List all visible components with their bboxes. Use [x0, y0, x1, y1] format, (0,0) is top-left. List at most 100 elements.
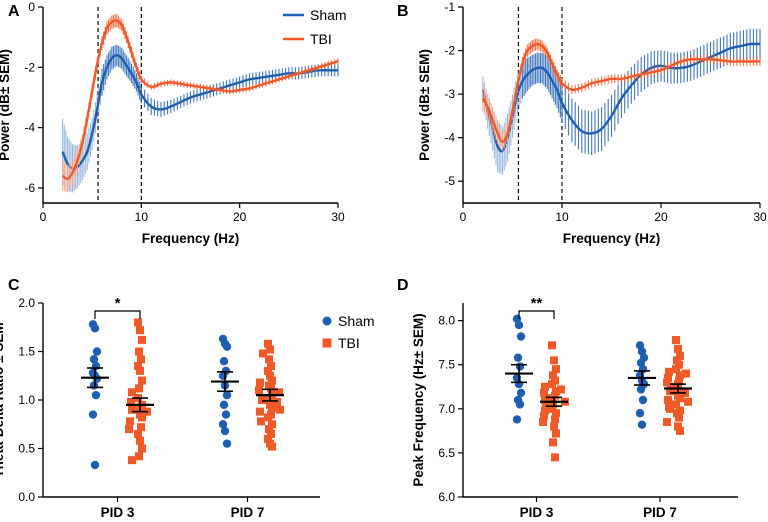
significance-marker: **	[531, 295, 543, 312]
x-tick-label: 10	[555, 210, 569, 224]
chart-panel-d: 6.0 6.5 7.0 7.5 8.0 PID 3 PID 7 Peak Frequency …	[411, 295, 738, 520]
tbi-point	[674, 344, 682, 353]
tbi-point	[138, 376, 146, 385]
tbi-point	[673, 356, 681, 365]
legend-label-sham: Sham	[310, 7, 347, 23]
x-tick-label: 20	[233, 210, 247, 224]
sham-point	[638, 395, 648, 405]
tbi-point	[552, 365, 560, 374]
tbi-point	[136, 326, 144, 335]
tbi-point	[672, 365, 680, 374]
panel-label-c: C	[8, 277, 20, 294]
tbi-point	[664, 373, 672, 382]
tbi-point	[675, 413, 683, 422]
tbi-point	[264, 366, 272, 375]
panel-label-d: D	[397, 277, 409, 294]
tbi-point	[684, 397, 692, 406]
x-tick-label: 20	[654, 210, 668, 224]
tbi-point	[127, 397, 135, 406]
x-category-label: PID 7	[231, 505, 265, 520]
tbi-point	[267, 429, 275, 438]
sham-point	[515, 362, 525, 371]
y-axis-label: Power (dB± SEM)	[417, 49, 432, 161]
x-category-label: PID 3	[520, 505, 554, 520]
significance-marker: *	[115, 295, 121, 312]
y-axis-label: Power (dB± SEM)	[0, 49, 12, 161]
sham-point	[516, 332, 526, 341]
y-tick-label: 0	[28, 0, 35, 14]
significance-bracket	[94, 310, 141, 319]
y-tick-label: -2	[444, 44, 455, 58]
significance-bracket	[518, 310, 555, 319]
sham-point	[512, 415, 522, 424]
sham-point	[513, 353, 523, 362]
tbi-point	[674, 422, 682, 431]
sham-point	[89, 381, 99, 390]
tbi-point	[255, 386, 263, 395]
sham-point	[222, 342, 232, 351]
tbi-point	[273, 397, 281, 406]
tbi-point	[550, 422, 558, 431]
tbi-point	[268, 376, 276, 385]
tbi-point	[548, 380, 556, 389]
y-tick-label: 0.0	[18, 490, 35, 504]
legend-marker-tbi	[322, 338, 332, 348]
x-tick-label: 0	[40, 210, 47, 224]
tbi-point	[256, 378, 264, 387]
y-tick-label: -4	[444, 131, 455, 145]
tbi-point	[549, 438, 557, 447]
tbi-point	[540, 388, 548, 397]
y-tick-label: 8.0	[438, 314, 455, 328]
legend-label-sham-bottom: Sham	[338, 313, 375, 329]
x-tick-label: 0	[460, 210, 467, 224]
x-tick-label: 30	[753, 210, 767, 224]
y-tick-label: 6.5	[438, 446, 455, 460]
y-tick-label: 1.5	[18, 345, 35, 359]
tbi-point	[134, 429, 142, 438]
y-tick-label: -1	[444, 0, 455, 14]
tbi-point	[135, 347, 143, 356]
y-tick-label: -4	[24, 121, 35, 135]
tbi-point	[539, 418, 547, 427]
tbi-point	[551, 415, 559, 424]
tbi-point	[265, 355, 273, 364]
sham-point	[635, 409, 645, 418]
tbi-point	[557, 385, 565, 394]
tbi-point	[264, 434, 272, 443]
y-axis-label: Theta-Delta Ratio ± SEM	[0, 322, 6, 477]
tbi-point	[666, 404, 674, 413]
tbi-point	[135, 384, 143, 393]
y-tick-label: -3	[444, 87, 455, 101]
tbi-point	[134, 362, 142, 371]
tbi-point	[672, 336, 680, 345]
tbi-point	[267, 362, 275, 371]
sham-point	[514, 320, 524, 330]
tbi-point	[664, 396, 672, 404]
tbi-point	[258, 396, 266, 404]
legend-label-tbi-bottom: TBI	[338, 335, 360, 351]
tbi-point	[551, 453, 559, 462]
legend-top: Sham TBI	[283, 7, 347, 47]
series-line-sham	[61, 54, 338, 170]
tbi-point	[667, 382, 675, 391]
sham-point	[218, 371, 228, 380]
tbi-point	[675, 360, 683, 369]
tbi-point	[541, 382, 549, 391]
y-tick-label: 7.0	[438, 402, 455, 416]
tbi-point	[276, 405, 284, 414]
chart-panel-c: 0.0 0.5 1.0 1.5 2.0 PID 3 PID 7 Theta-Delta Rat…	[0, 295, 320, 520]
sham-point	[218, 420, 228, 429]
tbi-point	[259, 349, 267, 358]
tbi-point	[138, 413, 146, 422]
y-axis-label: Peak Frequency (Hz± SEM)	[411, 313, 426, 486]
sham-point	[92, 347, 102, 356]
tbi-point	[275, 388, 283, 397]
sham-point	[516, 388, 526, 398]
tbi-point	[135, 403, 143, 412]
tbi-point	[265, 394, 273, 403]
tbi-point	[268, 420, 276, 429]
tbi-point	[665, 367, 673, 376]
tbi-point	[552, 409, 560, 418]
x-axis-label: Frequency (Hz)	[563, 231, 661, 246]
x-axis-label: Frequency (Hz)	[142, 231, 240, 246]
